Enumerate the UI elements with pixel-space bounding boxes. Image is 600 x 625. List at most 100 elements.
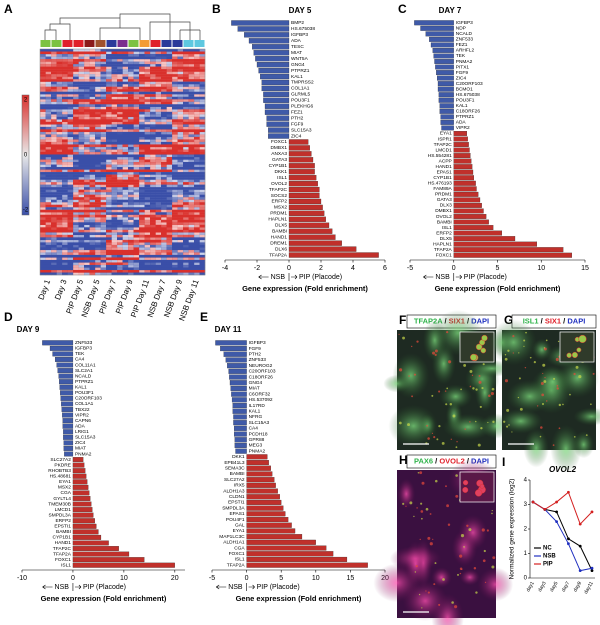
speckle (429, 513, 432, 515)
heatmap-cell (166, 232, 173, 236)
heatmap-cell (150, 219, 156, 223)
heatmap-cell (133, 259, 140, 263)
heatmap-cell (150, 74, 156, 77)
bar (72, 490, 90, 496)
heatmap-cell (100, 254, 107, 258)
heatmap-cell (128, 139, 134, 143)
heatmap-cell (128, 252, 134, 256)
heatmap-cell (100, 56, 107, 60)
heatmap-cell (106, 234, 112, 238)
heatmap-cell (89, 174, 96, 178)
heatmap-cell (150, 54, 156, 57)
heatmap-cell (62, 232, 68, 236)
heatmap-cell (199, 61, 206, 65)
heatmap-cell (95, 74, 101, 77)
x-tick-label: 4 (351, 265, 355, 272)
heatmap-cell (95, 66, 101, 70)
heatmap-cell (166, 149, 173, 153)
heatmap-cell (133, 252, 140, 256)
heatmap-cell (40, 267, 46, 271)
heatmap-cell (84, 237, 90, 241)
heatmap-cell (122, 136, 129, 140)
heatmap-cell (117, 51, 123, 55)
heatmap-cell (199, 131, 206, 135)
heatmap-cell (177, 244, 184, 248)
heatmap-cell (100, 237, 107, 241)
heatmap-cell (117, 94, 123, 97)
heatmap-cell (62, 249, 68, 253)
heatmap-cell (40, 109, 46, 112)
heatmap-cell (111, 262, 118, 266)
heatmap-cell (188, 212, 195, 215)
heatmap-cell (177, 74, 184, 77)
speckle (471, 374, 474, 377)
gene-label: HS.537092 (249, 397, 273, 403)
x-tick-label: 0 (71, 575, 75, 582)
heatmap-cell (155, 134, 162, 138)
heatmap-cell (73, 197, 79, 200)
heatmap-cell (155, 257, 162, 261)
heatmap-cell (45, 264, 52, 268)
heatmap-cell (111, 136, 118, 140)
heatmap-cell (106, 134, 112, 138)
heatmap-cell (139, 99, 145, 102)
bar (288, 204, 323, 211)
sample-strip (194, 40, 205, 47)
bar (246, 511, 286, 517)
heatmap-cell (95, 131, 101, 135)
column-label: Day 3 (53, 278, 69, 301)
heatmap-cell (56, 172, 63, 175)
heatmap-cell (166, 209, 173, 213)
heatmap-cell (155, 179, 162, 183)
heatmap-cell (67, 172, 74, 175)
speckle (442, 578, 445, 581)
heatmap-cell (100, 96, 107, 100)
speckle (545, 400, 548, 402)
right-label: PIP (Placode) (299, 274, 342, 281)
gene-label: GLRML5 (291, 92, 311, 98)
heatmap-cell (128, 76, 134, 80)
heatmap-cell (78, 66, 85, 70)
heatmap-cell (40, 56, 46, 60)
heatmap-cell (183, 189, 189, 193)
heatmap-cell (78, 212, 85, 215)
heatmap-cell (188, 232, 195, 236)
heatmap-cell (128, 96, 134, 100)
heatmap-cell (84, 99, 90, 102)
heatmap-cell (45, 116, 52, 120)
point (578, 522, 582, 526)
point (567, 537, 570, 541)
heatmap-cell (56, 109, 63, 112)
heatmap-cell (84, 64, 90, 67)
heatmap-cell (100, 197, 107, 200)
heatmap-cell (62, 184, 68, 188)
heatmap-cell (78, 159, 85, 163)
heatmap-cell (166, 259, 173, 263)
heatmap-cell (188, 121, 195, 125)
heatmap-cell (199, 234, 206, 238)
heatmap-cell (117, 209, 123, 213)
heatmap-cell (199, 272, 206, 276)
heatmap-cell (183, 144, 189, 148)
heatmap-cell (100, 124, 107, 128)
bar (433, 53, 454, 59)
bar (414, 20, 454, 26)
heatmap-cell (117, 89, 123, 92)
heatmap-cell (56, 204, 63, 208)
bar (453, 236, 516, 242)
heatmap-cell (199, 167, 206, 170)
heatmap-cell (73, 174, 79, 178)
heatmap-cell (183, 94, 189, 97)
heatmap-cell (133, 51, 140, 55)
heatmap-cell (62, 237, 68, 241)
heatmap-cell (73, 101, 79, 105)
heatmap-cell (95, 111, 101, 115)
heatmap-cell (62, 217, 68, 220)
heatmap-cell (199, 141, 206, 145)
speckle (507, 349, 510, 352)
heatmap-cell (40, 234, 46, 238)
heatmap-cell (40, 144, 46, 148)
cell-glow (531, 338, 552, 361)
heatmap-cell (166, 136, 173, 140)
heatmap-cell (95, 61, 101, 65)
